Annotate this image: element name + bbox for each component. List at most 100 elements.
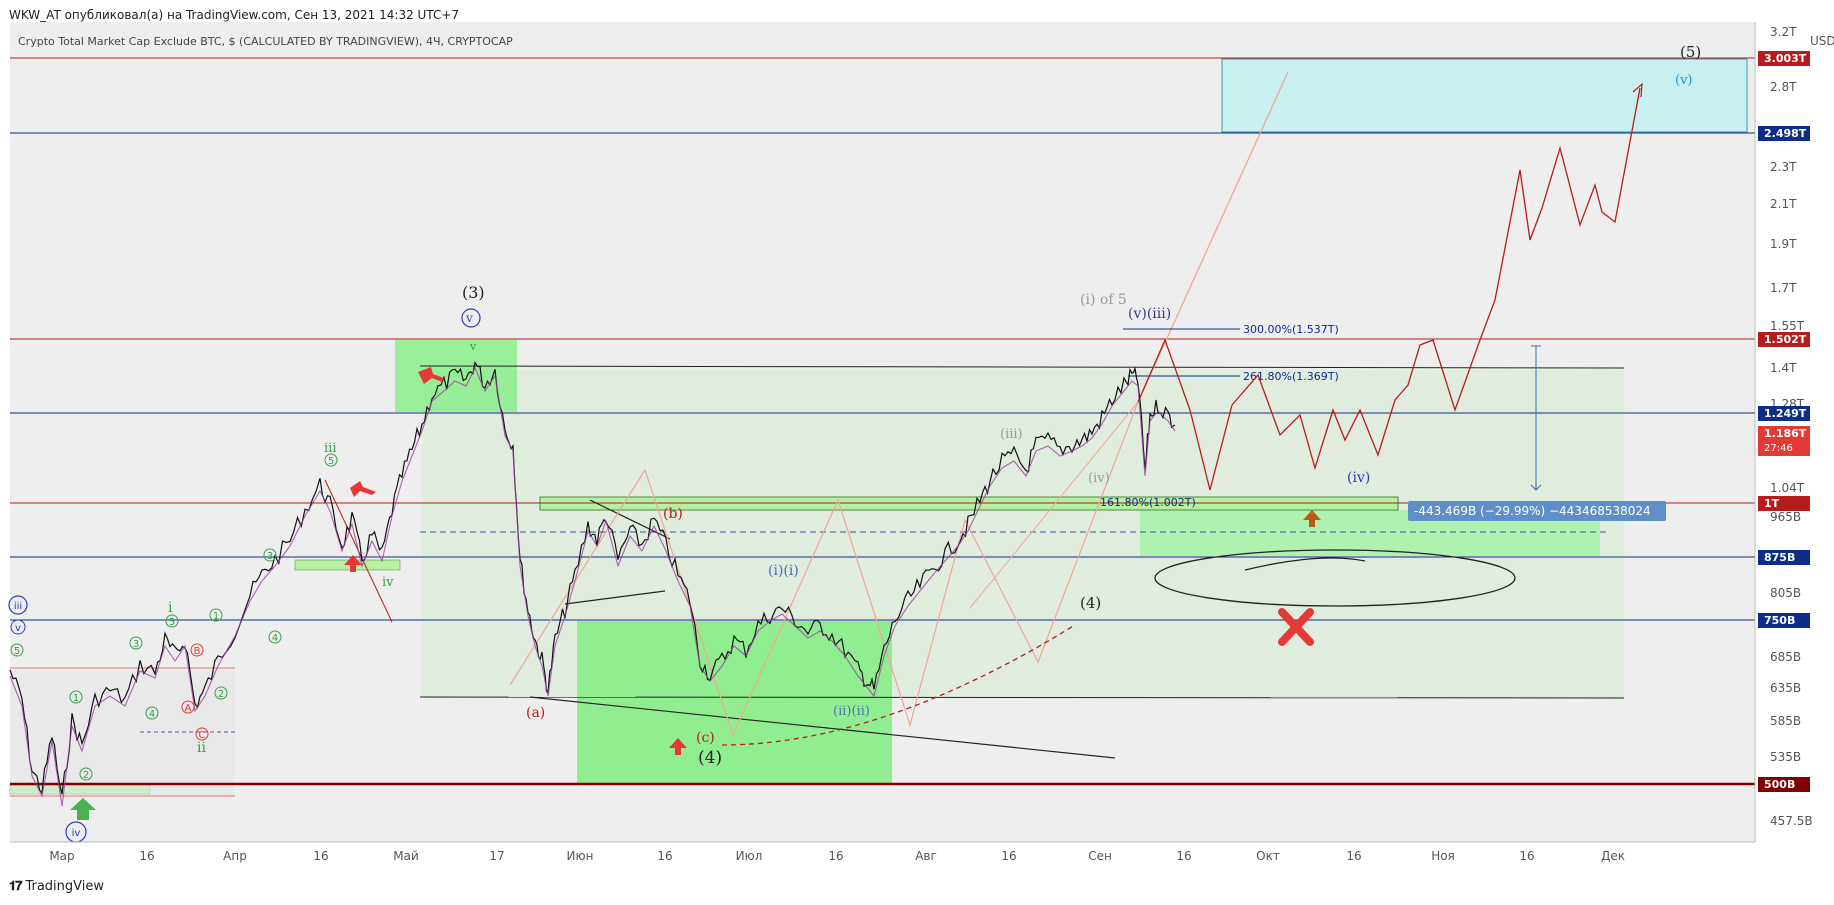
count-1b: 1	[73, 693, 79, 704]
wave-iv-grey: (iv)	[1088, 471, 1110, 486]
red-up-arrow-icon	[669, 738, 687, 755]
price-badge: 1.186T 27:46	[1758, 426, 1810, 456]
range-bottom-line	[419, 696, 1625, 699]
wave-i-blue: (i)(i)	[768, 563, 799, 579]
ellipse-marker	[1154, 549, 1516, 607]
hammer-2-icon	[350, 481, 376, 497]
count-3b: 3	[133, 639, 139, 650]
wave-iv-green: iv	[382, 575, 394, 590]
price-badge-label: 1.186T	[1764, 427, 1807, 440]
salmon-target-line	[1137, 71, 1289, 403]
price-tick: 1.9T	[1770, 237, 1797, 251]
time-tick: 16	[1176, 849, 1191, 863]
time-tick: 16	[828, 849, 843, 863]
price-tick: 2.1T	[1770, 197, 1797, 211]
price-badge: 1.502T	[1758, 332, 1810, 347]
wedge-lower-line	[529, 696, 1116, 759]
time-axis[interactable]: Мар 16 Апр 16 Май 17 Июн 16 Июл 16 Авг 16 Сен 16 Окт 16…	[49, 849, 1625, 863]
wave-v-circle-label: v	[465, 311, 473, 325]
wave-v-small: v	[469, 340, 477, 353]
price-badge: 2.498T	[1758, 126, 1810, 141]
price-badge: 875B	[1758, 550, 1810, 565]
wave-iii-green: iii	[324, 441, 336, 456]
wave-v-left: v	[15, 623, 21, 634]
time-tick: 16	[139, 849, 154, 863]
price-badge: 1T	[1758, 496, 1810, 511]
price-tick: 535B	[1770, 750, 1801, 764]
price-tick: 635B	[1770, 681, 1801, 695]
price-tick: 1.4T	[1770, 361, 1797, 375]
count-1: 1	[213, 611, 219, 622]
price-tick: 2.3T	[1770, 160, 1797, 174]
count-4: 4	[272, 633, 278, 644]
wave-v-circle	[461, 308, 481, 328]
price-badge-label: 750B	[1764, 614, 1795, 627]
count-5-green: 5	[328, 456, 334, 467]
red-up-arrow-2-icon	[344, 555, 362, 572]
measure-box[interactable]	[1408, 501, 1666, 521]
footer-brand-text: TradingView	[25, 879, 105, 894]
fib-300-label: 300.00%(1.537T)	[1243, 323, 1339, 336]
time-tick: Мар	[49, 849, 74, 863]
price-badge-label: 1.502T	[1764, 333, 1807, 346]
time-tick: 16	[1346, 849, 1361, 863]
price-badge-label: 1.249T	[1764, 407, 1807, 420]
green-up-arrow-icon	[70, 798, 96, 820]
wave4-bottom-zone	[577, 621, 892, 784]
time-tick: Май	[393, 849, 419, 863]
wave-4-right: (4)	[1080, 594, 1101, 612]
price-tick: 805B	[1770, 586, 1801, 600]
price-badge-label: 875B	[1764, 551, 1795, 564]
wave-4-bottom: (4)	[698, 748, 722, 768]
count-4b: 4	[149, 709, 155, 720]
price-badge-label: 500B	[1764, 778, 1795, 791]
price-tick: 685B	[1770, 650, 1801, 664]
wave-iv-blue: (iv)	[1347, 470, 1370, 486]
fib-161-label: 161.80%(1.002T)	[1100, 496, 1196, 509]
wave-a: (a)	[526, 705, 545, 721]
count-A: A	[185, 703, 192, 714]
wave-i-green: i	[168, 600, 173, 616]
wave-c: (c)	[696, 730, 715, 746]
fib-261-label: 261.80%(1.369T)	[1243, 370, 1339, 383]
measure-label: -443.469B (−29.99%) −443468538024	[1414, 504, 1651, 518]
price-badge-label: 2.498T	[1764, 127, 1807, 140]
range-top-line	[419, 365, 1625, 369]
price-tick: 1.7T	[1770, 281, 1797, 295]
price-series	[9, 360, 1176, 795]
wave-iii-left-circle	[8, 595, 28, 615]
currency-label: USD	[1810, 34, 1834, 48]
count-B: B	[194, 646, 201, 657]
price-tick: 3.2T	[1770, 25, 1797, 39]
time-tick: Июн	[567, 849, 594, 863]
wave-3-label: (3)	[462, 283, 485, 302]
wave-ii-green: ii	[197, 740, 206, 756]
salmon-zigzag	[509, 401, 1139, 737]
wave-v-iii: (v)(iii)	[1128, 306, 1171, 322]
time-tick: 17	[489, 849, 504, 863]
wave-v-label: (v)	[1675, 73, 1693, 88]
count-2b: 2	[83, 770, 89, 781]
time-tick: 16	[1519, 849, 1534, 863]
price-tick: 2.8T	[1770, 80, 1797, 94]
count-5: 5	[169, 617, 175, 628]
symbol-title: Crypto Total Market Cap Exclude BTC, $ (…	[18, 35, 513, 48]
wave3-top-zone	[395, 340, 517, 412]
price-tick: 1.04T	[1770, 481, 1805, 495]
wave-5-label: (5)	[1680, 43, 1701, 61]
dashed-arc	[721, 624, 1076, 746]
red-x-marker	[1278, 608, 1314, 646]
time-tick: 16	[1001, 849, 1016, 863]
price-badge-label: 3.003T	[1764, 52, 1807, 65]
price-badge-label: 1T	[1764, 497, 1780, 510]
price-badge: 1.249T	[1758, 406, 1810, 421]
publisher-text: WKW_AT опубликовал(а) на TradingView.com…	[9, 8, 460, 22]
count-3: 3	[267, 551, 273, 562]
time-tick: 16	[313, 849, 328, 863]
price-chart[interactable]: Crypto Total Market Cap Exclude BTC, $ (…	[0, 0, 1834, 878]
salmon-line-2	[969, 401, 1139, 609]
wave-iv-bottom: iv	[72, 828, 81, 839]
time-tick: Окт	[1256, 849, 1280, 863]
count-2: 2	[218, 689, 224, 700]
tradingview-logo-icon: 𝟏𝟕	[9, 879, 23, 894]
